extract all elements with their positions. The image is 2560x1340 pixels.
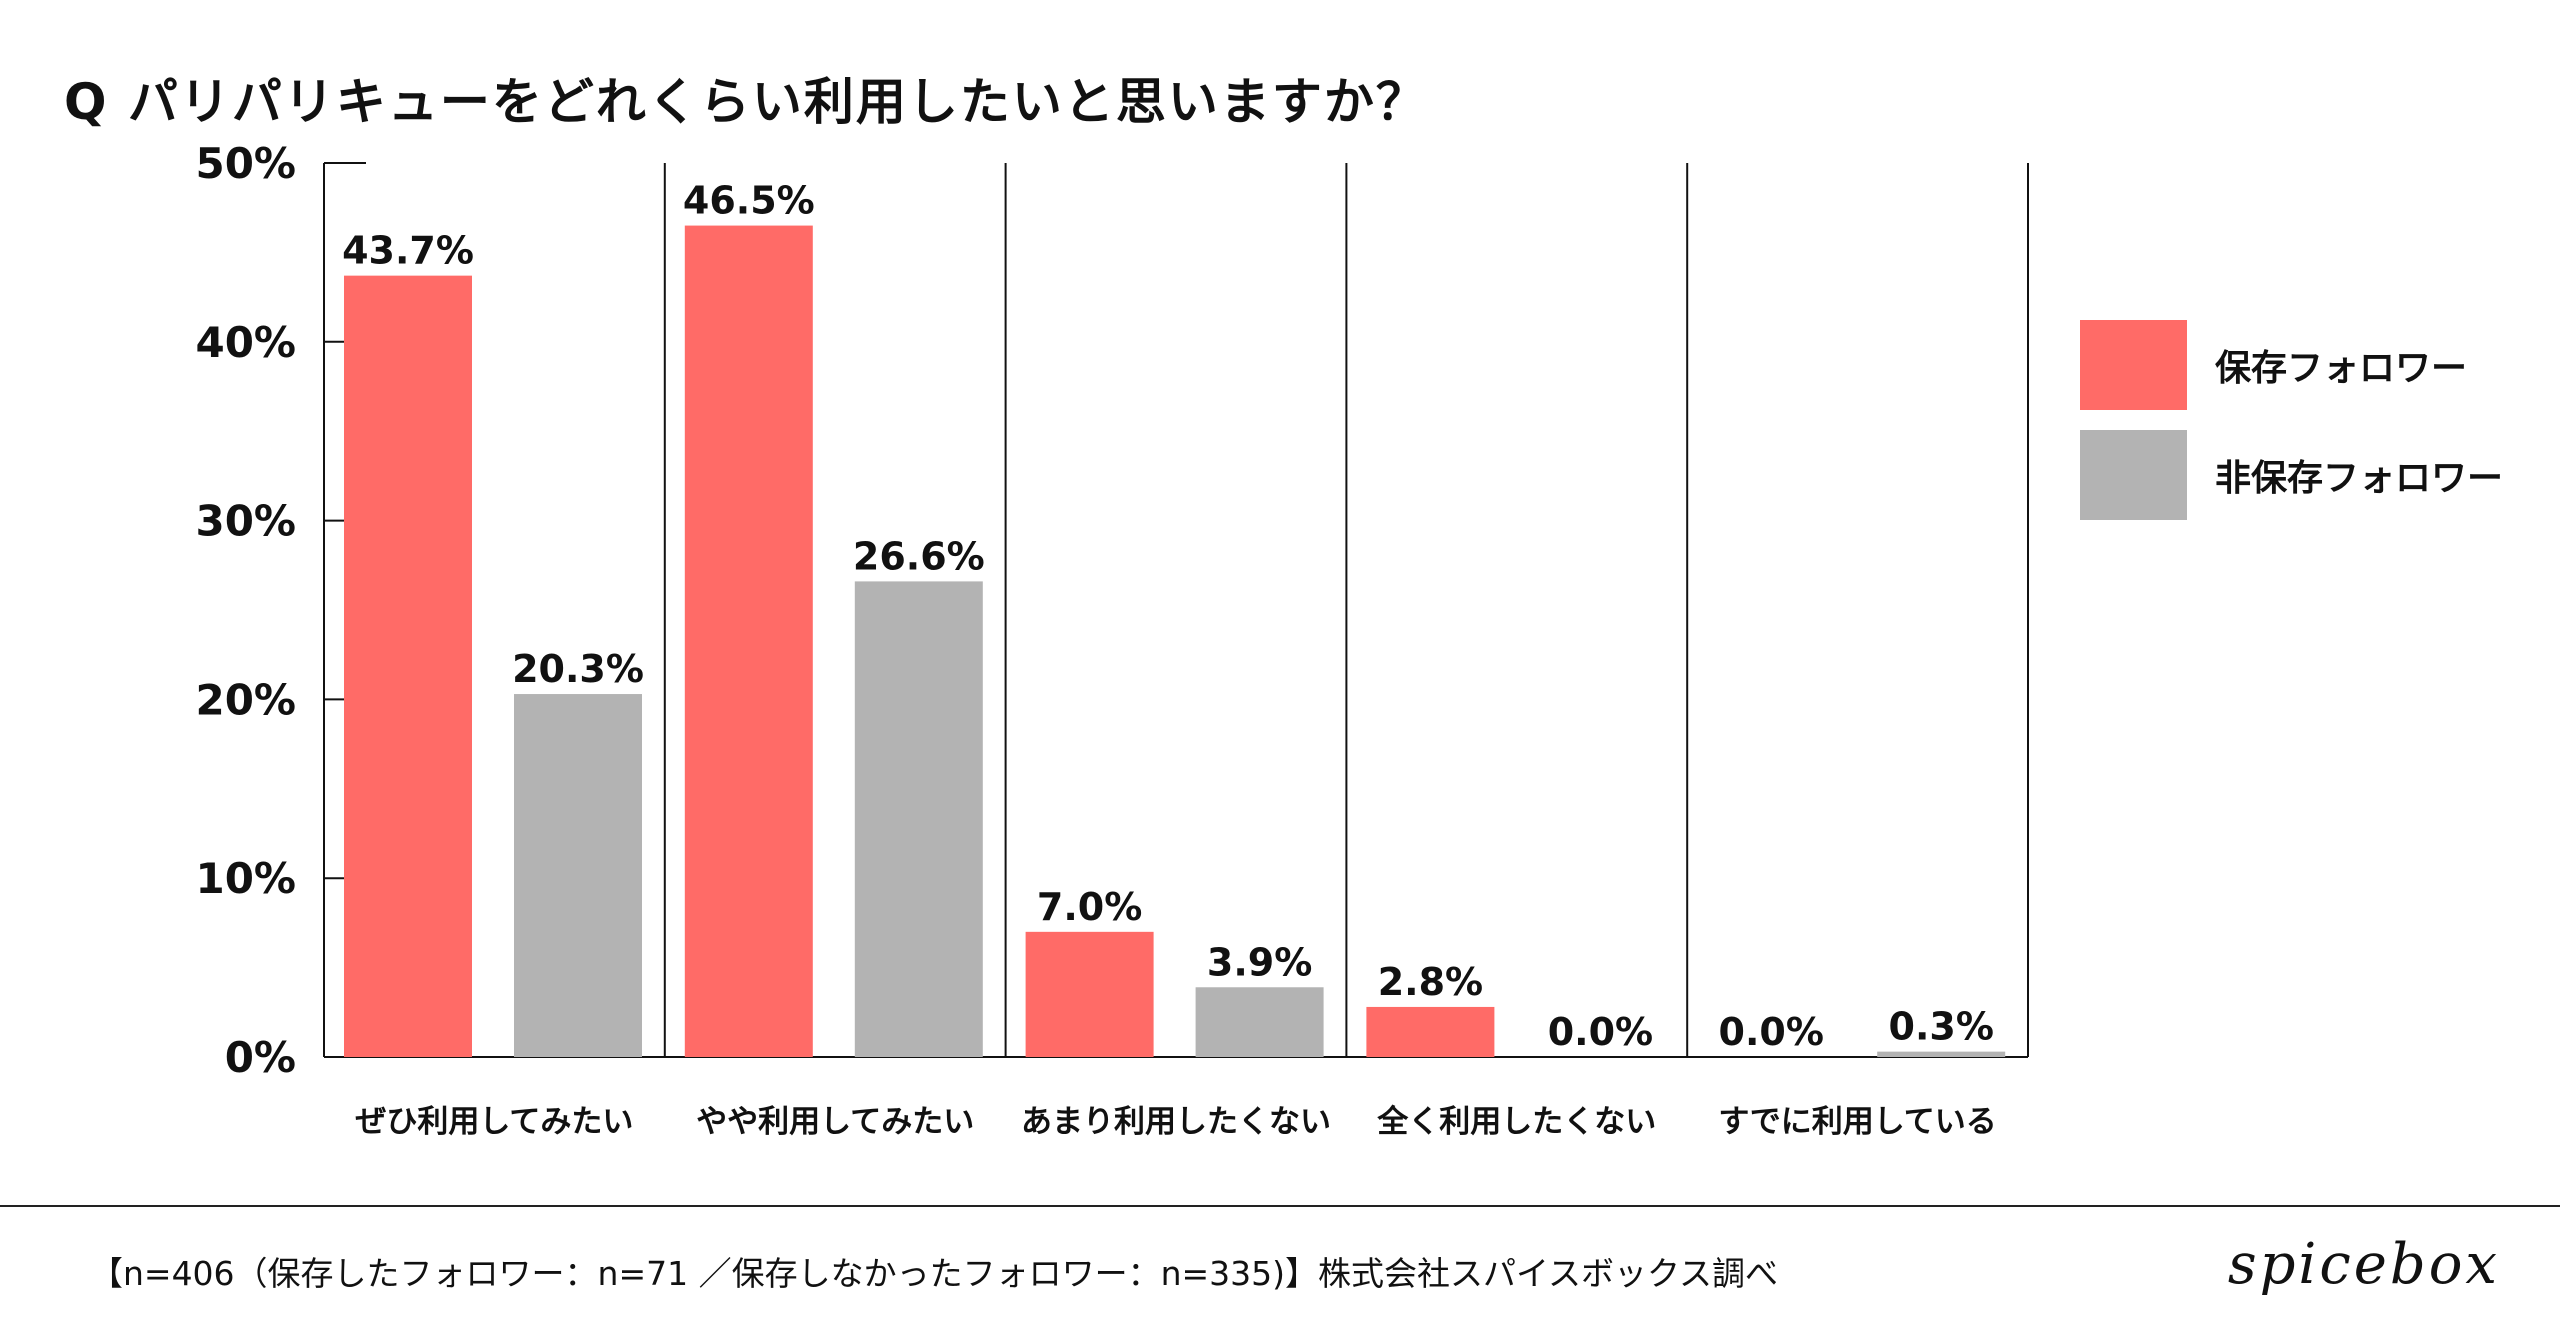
legend-item-not-saved: 非保存フォロワー <box>2080 430 2503 520</box>
bar <box>854 581 983 1057</box>
x-tick-label: 全く利用したくない <box>1376 1104 1656 1140</box>
bar <box>514 694 642 1057</box>
y-tick-label: 30% <box>195 497 296 546</box>
data-label: 26.6% <box>853 534 985 578</box>
data-label: 43.7% <box>342 229 474 273</box>
x-tick-label: やや利用してみたい <box>696 1104 974 1140</box>
data-label: 3.9% <box>1207 940 1312 984</box>
bar <box>344 275 472 1057</box>
data-label: 2.8% <box>1378 960 1483 1004</box>
bar <box>1366 1006 1495 1057</box>
data-label: 0.3% <box>1889 1005 1994 1049</box>
chart-title: Q パリパリキューをどれくらい利用したいと思いますか？ <box>64 73 1428 131</box>
legend-label-not-saved: 非保存フォロワー <box>2215 458 2504 499</box>
data-label: 7.0% <box>1037 885 1142 929</box>
legend-swatch-saved <box>2080 320 2187 410</box>
footer-divider <box>0 1205 2560 1207</box>
data-label: 0.0% <box>1548 1010 1653 1054</box>
y-tick-label: 0% <box>225 1033 296 1082</box>
x-tick-label: ぜひ利用してみたい <box>355 1104 633 1140</box>
bar <box>1195 987 1324 1057</box>
y-tick-label: 20% <box>195 675 296 724</box>
x-tick-label: あまり利用したくない <box>1021 1104 1331 1140</box>
bar <box>1877 1051 2006 1057</box>
legend-swatch-not-saved <box>2080 430 2187 520</box>
footnote: 【n=406（保存したフォロワー：n=71 ／保存しなかったフォロワー：n=33… <box>90 1254 1779 1293</box>
y-tick-label: 10% <box>195 854 296 903</box>
brand-logo: spicebox <box>2227 1232 2500 1297</box>
bar <box>1025 931 1154 1057</box>
y-tick-label: 50% <box>195 139 296 188</box>
x-tick-label: すでに利用している <box>1718 1104 1996 1140</box>
legend-label-saved: 保存フォロワー <box>2215 348 2468 389</box>
data-label: 20.3% <box>512 647 644 691</box>
y-tick-label: 40% <box>195 318 296 367</box>
data-label: 46.5% <box>683 179 815 223</box>
legend-item-saved: 保存フォロワー <box>2080 320 2467 410</box>
bar-chart: 0% 10% 20% 30% 40% 50% 43.7% 20.3% ぜひ利用してみたい 46.5… <box>195 139 2029 1140</box>
data-label: 0.0% <box>1719 1010 1824 1054</box>
bar <box>684 225 813 1057</box>
